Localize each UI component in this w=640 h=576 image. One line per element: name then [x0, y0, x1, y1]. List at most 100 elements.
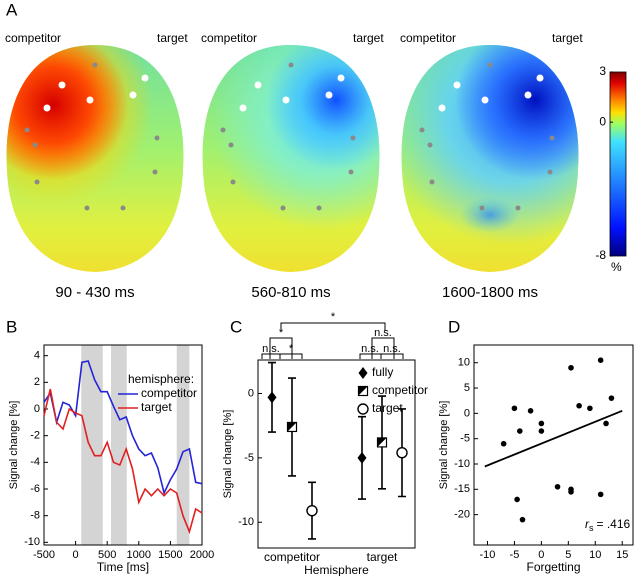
colorbar-tick-label: 0 — [599, 114, 606, 128]
electrode — [84, 205, 90, 211]
electrode — [515, 205, 521, 211]
electrode — [479, 205, 485, 211]
colorbar-tick-label: 3 — [599, 64, 606, 78]
head-right-label: target — [552, 31, 583, 45]
y-axis-label: Signal change [%] — [438, 401, 450, 490]
legend-label: target — [141, 400, 172, 414]
marker-diamond — [267, 391, 277, 404]
electrode — [230, 179, 236, 185]
stat-subscript: s — [589, 523, 594, 533]
scatter-point — [511, 405, 518, 412]
map-blob — [460, 197, 520, 233]
marker-circle — [357, 403, 369, 415]
panel-letter: B — [6, 317, 17, 336]
scatter-point — [517, 428, 523, 434]
marker-square-fill — [287, 422, 297, 432]
y-tick-label: -2 — [30, 430, 40, 442]
electrode — [288, 62, 294, 68]
shaded-interval — [176, 345, 190, 545]
panel-letter: C — [230, 317, 242, 336]
y-axis-label: Signal change [%] — [222, 410, 234, 499]
marker-square-fill — [358, 386, 368, 396]
map-title: 560-810 ms — [251, 284, 330, 301]
electrode — [350, 135, 356, 141]
electrode — [549, 135, 555, 141]
significance-label: n.s. — [383, 343, 401, 355]
electrode — [337, 74, 345, 82]
electrode — [438, 104, 446, 112]
map-blob — [455, 45, 579, 180]
y-tick-label: 0 — [248, 387, 254, 399]
electrode — [524, 91, 532, 99]
head-left-label: competitor — [201, 31, 257, 45]
significance-label: n.s. — [262, 343, 280, 355]
scatter-point — [568, 489, 574, 495]
marker-square-fill — [377, 437, 387, 447]
x-tick-label: 1000 — [127, 549, 151, 561]
scatter-point — [568, 364, 574, 371]
electrode — [536, 74, 544, 82]
x-tick-label: -10 — [480, 549, 496, 561]
x-tick-label: 0 — [538, 549, 544, 561]
electrode — [120, 205, 126, 211]
y-tick-label: -20 — [454, 509, 470, 521]
electrode — [316, 205, 322, 211]
electrode — [348, 169, 354, 175]
x-tick-label: 5 — [565, 549, 571, 561]
electrode — [427, 142, 433, 148]
colorbar-label: % — [611, 260, 622, 274]
head-right-label: target — [353, 31, 384, 45]
electrode — [481, 96, 489, 104]
y-tick-label: -6 — [30, 483, 40, 495]
y-tick-label: -10 — [238, 516, 254, 528]
electrode — [24, 127, 30, 133]
significance-label: * — [331, 311, 336, 323]
fit-line — [484, 409, 623, 468]
y-tick-label: 0 — [464, 407, 470, 419]
line-series — [43, 360, 203, 496]
legend-label: competitor — [141, 386, 197, 400]
marker-diamond — [357, 451, 367, 464]
x-axis-label: Time [ms] — [97, 560, 149, 574]
scatter-point — [597, 357, 604, 363]
x-tick-label: target — [367, 550, 398, 564]
line-series — [43, 388, 203, 535]
electrode — [129, 91, 137, 99]
electrode — [228, 142, 234, 148]
electrode — [154, 135, 160, 141]
y-tick-label: 0 — [34, 403, 40, 415]
plot-frame — [257, 359, 416, 549]
y-tick-label: -10 — [454, 458, 470, 470]
y-tick-label: 10 — [458, 357, 470, 369]
electrode — [141, 74, 149, 82]
y-tick-label: -15 — [454, 483, 470, 495]
x-tick-label: 500 — [98, 549, 116, 561]
scatter-point — [608, 395, 615, 401]
scatter-point — [519, 516, 526, 523]
electrode — [43, 104, 51, 112]
scatter-point — [587, 405, 593, 412]
significance-label: * — [289, 343, 294, 355]
significance-label: * — [279, 327, 284, 339]
scatter-point — [603, 420, 609, 427]
x-tick-label: 15 — [616, 549, 628, 561]
y-tick-label: -10 — [24, 536, 40, 548]
x-tick-label: 10 — [589, 549, 601, 561]
x-axis-label: Forgetting — [526, 560, 580, 574]
marker-circle — [396, 447, 408, 459]
legend-label: target — [372, 401, 403, 415]
stat-label: rs = .416 — [585, 517, 631, 533]
legend-label: fully — [372, 365, 393, 379]
shaded-interval — [110, 345, 127, 545]
electrode — [419, 127, 425, 133]
electrode — [58, 81, 66, 89]
panel-letter: D — [448, 317, 460, 336]
significance-label: n.s. — [361, 343, 379, 355]
x-tick-label: 1500 — [158, 549, 182, 561]
y-tick-label: -5 — [244, 452, 254, 464]
electrode — [86, 96, 94, 104]
y-tick-label: 2 — [34, 376, 40, 388]
head-left-label: competitor — [5, 31, 61, 45]
y-axis-label: Signal change [%] — [8, 401, 20, 490]
